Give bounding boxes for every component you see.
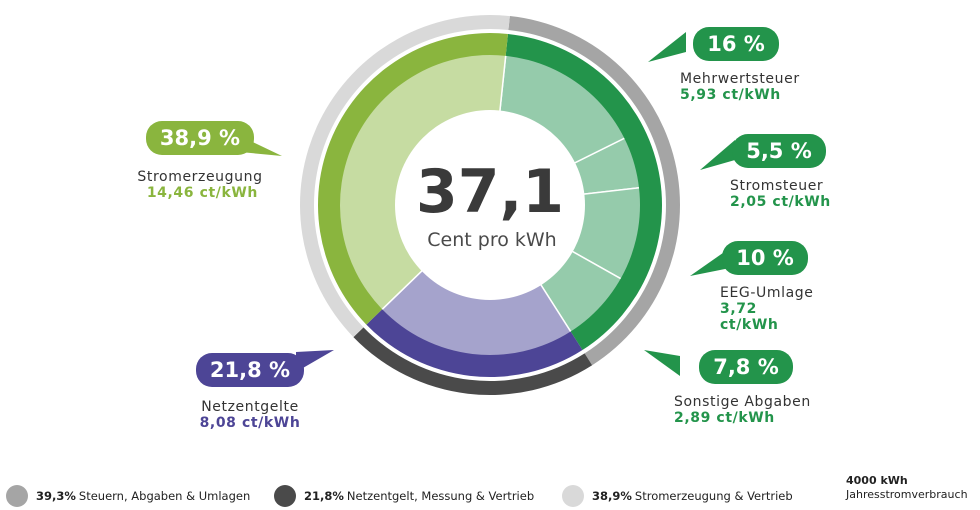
- value-stromsteuer: 2,05 ct/kWh: [730, 194, 831, 210]
- value-mwst: 5,93 ct/kWh: [680, 87, 781, 103]
- legend-generation: 38,9% Stromerzeugung & Vertrieb: [562, 485, 793, 507]
- legend-grid-dot: [274, 485, 296, 507]
- outer-ring-taxes: [508, 16, 681, 366]
- price-donut-chart: 37,1 Cent pro kWh: [240, 15, 735, 395]
- callout-eeg: 10 % EEG-Umlage 3,72 ct/kWh: [710, 241, 820, 333]
- callout-pointer-mwst: [648, 32, 686, 62]
- usage-amount: 4000 kWh: [846, 474, 908, 487]
- rim-grid: [366, 309, 583, 378]
- callout-pointer-stromsteuer: [700, 140, 735, 170]
- legend-generation-dot: [562, 485, 584, 507]
- legend-taxes-text: Steuern, Abgaben & Umlagen: [78, 489, 251, 503]
- legend-generation-text: Stromerzeugung & Vertrieb: [634, 489, 793, 503]
- label-eeg: EEG-Umlage: [720, 285, 814, 301]
- callout-stromsteuer: 5,5 % Stromsteuer 2,05 ct/kWh: [724, 134, 834, 210]
- outer-ring-grid: [353, 327, 593, 395]
- legend-grid-text: Netzentgelt, Messung & Vertrieb: [346, 489, 535, 503]
- callout-erzeugung: 38,9 % Stromerzeugung 14,46 ct/kWh: [110, 121, 290, 201]
- legend-generation-percent: 38,9%: [592, 489, 632, 503]
- label-mwst: Mehrwertsteuer: [680, 71, 800, 87]
- callout-mwst: 16 % Mehrwertsteuer 5,93 ct/kWh: [666, 27, 806, 103]
- value-erzeugung: 14,46 ct/kWh: [146, 185, 258, 201]
- callout-pointer-netz: [296, 350, 334, 372]
- legend-taxes-dot: [6, 485, 28, 507]
- total-unit: Cent pro kWh: [427, 229, 556, 251]
- center-disc: [395, 110, 585, 300]
- legend-taxes: 39,3% Steuern, Abgaben & Umlagen: [6, 485, 250, 507]
- group-ring: [300, 15, 681, 395]
- badge-sonstige: 7,8 %: [699, 350, 793, 384]
- badge-eeg: 10 %: [722, 241, 808, 275]
- badge-erzeugung: 38,9 %: [145, 121, 255, 155]
- callout-sonstige: 7,8 % Sonstige Abgaben 2,89 ct/kWh: [666, 350, 826, 426]
- total-value: 37,1: [416, 157, 564, 227]
- callout-pointer-sonstige: [644, 350, 680, 376]
- label-sonstige: Sonstige Abgaben: [674, 394, 811, 410]
- value-eeg: 3,72 ct/kWh: [720, 301, 779, 333]
- label-netz: Netzentgelte: [201, 399, 299, 415]
- legend-grid: 21,8% Netzentgelt, Messung & Vertrieb: [274, 485, 534, 507]
- value-netz: 8,08 ct/kWh: [199, 415, 301, 431]
- label-erzeugung: Stromerzeugung: [137, 169, 263, 185]
- value-sonstige: 2,89 ct/kWh: [674, 410, 775, 426]
- legend-taxes-percent: 39,3%: [36, 489, 76, 503]
- badge-mwst: 16 %: [693, 27, 779, 61]
- callout-netz: 21,8 % Netzentgelte 8,08 ct/kWh: [180, 353, 320, 431]
- rim-generation: [318, 32, 508, 325]
- usage-note: 4000 kWh Jahresstromverbrauch: [846, 474, 968, 502]
- badge-stromsteuer: 5,5 %: [732, 134, 826, 168]
- badge-netz: 21,8 %: [195, 353, 305, 387]
- label-stromsteuer: Stromsteuer: [730, 178, 824, 194]
- callout-pointer-eeg: [690, 248, 730, 276]
- usage-label: Jahresstromverbrauch: [846, 488, 968, 501]
- rim-taxes: [505, 33, 662, 351]
- legend-grid-percent: 21,8%: [304, 489, 344, 503]
